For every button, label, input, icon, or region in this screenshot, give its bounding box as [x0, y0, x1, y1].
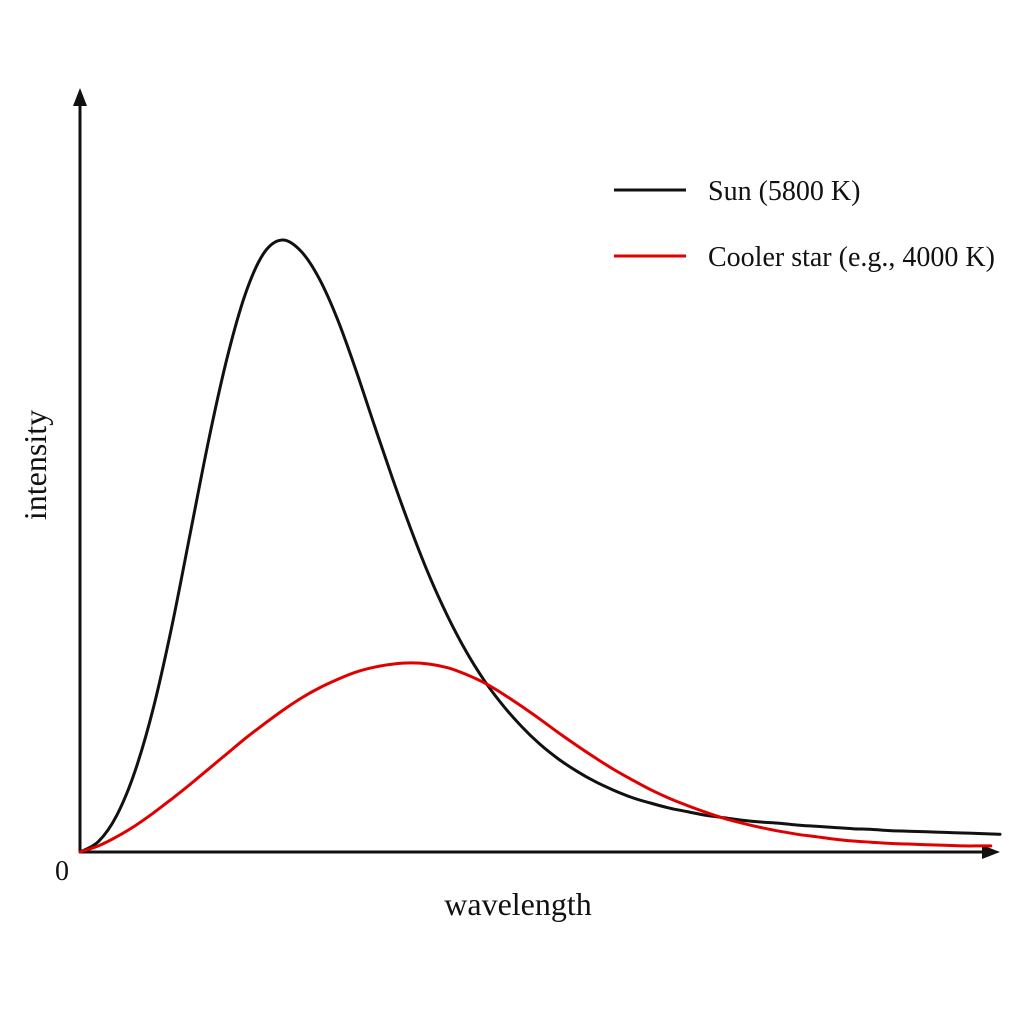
legend-label-sun: Sun (5800 K) [708, 176, 860, 207]
x-axis-arrow [982, 845, 1000, 859]
axes [73, 88, 1000, 859]
series-line-sun [78, 238, 1002, 854]
y-axis-label: intensity [17, 410, 53, 520]
legend-entry-cooler-star: Cooler star (e.g., 4000 K) [614, 242, 995, 273]
legend-label-cooler-star: Cooler star (e.g., 4000 K) [708, 242, 995, 273]
series-layer [78, 238, 1002, 854]
series-line-cooler-star [78, 661, 993, 854]
legend: Sun (5800 K) Cooler star (e.g., 4000 K) [614, 176, 995, 273]
x-axis-label: wavelength [444, 886, 592, 922]
origin-label: 0 [55, 856, 69, 887]
y-axis-arrow [73, 88, 87, 106]
legend-entry-sun: Sun (5800 K) [614, 176, 860, 207]
